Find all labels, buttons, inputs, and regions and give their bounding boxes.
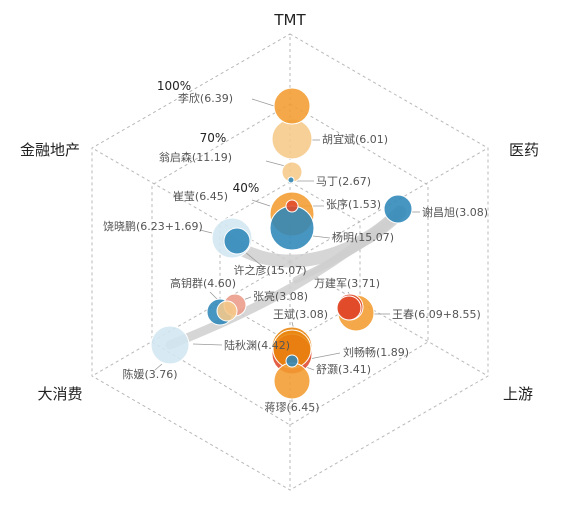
bubble-label-3: 翁启森(11.19) [159,150,232,164]
bubble-label-11: 高钥群(4.60) [170,276,236,290]
bubble-label-13: 万建军(3.71) [314,276,380,290]
bubble-6 [285,199,299,213]
bubble-10 [383,194,413,224]
leader-line-16 [192,343,223,346]
axis-spoke-6 [91,147,291,263]
bubble-label-10: 谢昌旭(3.08) [422,205,488,219]
bubble-2 [271,118,313,160]
bubble-label-12: 张亮(3.08) [253,289,308,303]
leader-line-8 [312,235,331,239]
bubble-label-14: 王春(6.09+8.55) [392,308,481,321]
bubble-label-6: 张序(1.53) [326,197,381,211]
bubble-labels: 李欣(6.39) 胡宜斌(6.01) 翁启森(11.19) 马丁(2.67) 崔莹(6.… [103,91,488,414]
bubble-label-1: 李欣(6.39) [178,91,233,105]
axis-label-4: 大消费 [37,385,82,403]
leader-line-1 [251,98,275,107]
bubble-label-7: 饶晓鹏(6.23+1.69) [103,220,203,233]
bubble-12-2 [216,300,238,322]
bubble-8 [269,205,315,251]
flow-arc-3 [165,207,405,350]
bubble-label-20: 蒋璆(6.45) [264,401,319,414]
axis-spoke-3 [289,261,489,377]
leader-line-3 [265,160,286,167]
bubble-label-15: 王斌(3.08) [273,308,328,321]
bubble-14-2 [336,295,362,321]
bubble-4 [287,176,295,184]
leader-line-11 [209,291,219,301]
bubble-label-19: 陈媛(3.76) [122,367,177,381]
bubble-1 [273,87,311,125]
bubble-17 [285,354,299,368]
bubble-label-2: 胡宜斌(6.01) [322,132,388,146]
bubble-9 [223,227,251,255]
bubble-label-18: 舒灏(3.41) [316,362,371,376]
bubble-20 [273,362,311,400]
bubble-label-5: 崔莹(6.45) [173,189,228,203]
ring-label-1: 100% [157,79,191,93]
bubble-label-16: 陆秋渊(4.42) [224,338,290,352]
ring-label-3: 40% [233,181,260,195]
bubbles [150,87,413,400]
bubble-label-17: 刘畅畅(1.89) [343,345,409,359]
bubble-label-8: 杨明(15.07) [332,230,394,244]
bubble-16 [150,325,190,365]
leader-line-5 [251,199,271,207]
ring-label-2: 70% [200,131,227,145]
axis-spoke-5 [91,261,291,377]
bubble-label-9: 许之彦(15.07) [233,263,306,277]
axis-label-2: 医药 [509,141,539,159]
leader-line-19 [154,363,163,371]
axis-label-5: 金融地产 [20,141,80,159]
axis-label-3: 上游 [503,385,533,403]
leader-line-9 [244,251,263,267]
leader-line-7 [199,229,213,234]
bubble-label-4: 马丁(2.67) [316,175,371,188]
axis-label-1: TMT [273,11,306,29]
